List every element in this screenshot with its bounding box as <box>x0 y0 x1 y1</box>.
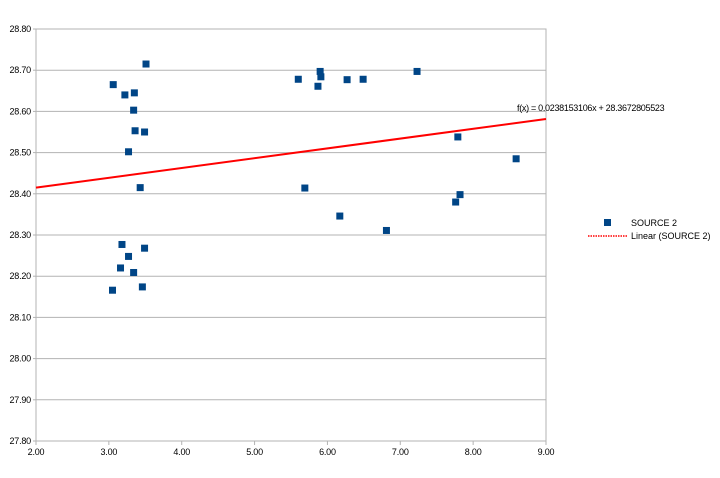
legend-label-linear: Linear (SOURCE 2) <box>631 231 711 241</box>
data-point <box>454 133 462 141</box>
trendline <box>35 117 547 189</box>
trendline-equation: f(x) = 0.0238153106x + 28.3672805523 <box>517 103 665 113</box>
x-tick-label: 6.00 <box>319 447 336 457</box>
data-point <box>118 240 126 248</box>
data-point <box>130 268 138 276</box>
data-point <box>343 76 351 84</box>
legend: SOURCE 2 Linear (SOURCE 2) <box>588 218 711 241</box>
data-point <box>316 67 324 75</box>
y-tick-label: 27.90 <box>9 395 31 405</box>
y-tick-label: 27.80 <box>9 436 31 446</box>
data-point <box>456 191 464 199</box>
y-tick-label: 28.80 <box>9 24 31 34</box>
data-point <box>141 128 149 136</box>
data-point <box>117 264 125 272</box>
data-point <box>359 75 367 83</box>
data-point <box>109 81 117 89</box>
data-point <box>317 73 325 81</box>
data-point <box>314 82 322 90</box>
legend-marker-source-2 <box>604 219 611 226</box>
data-point <box>109 286 116 294</box>
data-point <box>413 67 421 75</box>
y-tick-label: 28.00 <box>9 354 31 364</box>
plot-border <box>35 28 547 442</box>
x-tick-label: 2.00 <box>28 447 45 457</box>
data-point <box>131 127 139 135</box>
y-tick-label: 28.10 <box>9 312 31 322</box>
y-tick-label: 28.30 <box>9 230 31 240</box>
y-tick-label: 28.50 <box>9 148 31 158</box>
legend-label-source-2: SOURCE 2 <box>631 218 677 228</box>
data-point <box>125 252 133 260</box>
data-point <box>382 226 390 234</box>
data-point <box>294 75 302 83</box>
y-tick-label: 28.40 <box>9 189 31 199</box>
data-point <box>141 244 149 252</box>
y-tick-label: 28.60 <box>9 106 31 116</box>
x-tick-label: 9.00 <box>538 447 555 457</box>
data-point <box>136 184 144 192</box>
data-point <box>130 89 138 97</box>
x-tick-label: 4.00 <box>173 447 190 457</box>
y-tick-label: 28.20 <box>9 271 31 281</box>
x-tick-label: 8.00 <box>465 447 482 457</box>
trendline-layer <box>35 117 547 189</box>
data-point <box>125 148 133 156</box>
data-point <box>142 60 150 68</box>
y-tick-label: 28.70 <box>9 65 31 75</box>
data-point <box>138 283 146 291</box>
x-tick-label: 7.00 <box>392 447 409 457</box>
data-point <box>336 212 344 220</box>
data-point <box>130 106 138 114</box>
data-point <box>512 155 520 163</box>
data-point <box>452 198 460 206</box>
data-points <box>109 60 520 294</box>
x-tick-label: 3.00 <box>100 447 117 457</box>
tick-labels: 27.80 27.90 28.00 28.10 28.20 28.30 28.40 28.50… <box>9 24 554 457</box>
axes <box>33 28 547 445</box>
x-tick-label: 5.00 <box>246 447 263 457</box>
data-point <box>121 91 129 99</box>
gridlines <box>36 28 546 442</box>
data-point <box>301 184 309 192</box>
